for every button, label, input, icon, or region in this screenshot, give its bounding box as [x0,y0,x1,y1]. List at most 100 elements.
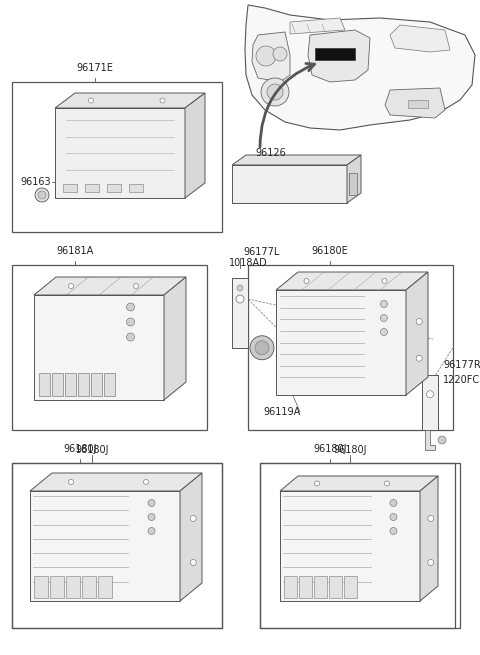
Polygon shape [252,32,290,82]
Polygon shape [280,476,438,491]
Polygon shape [245,5,475,130]
Circle shape [267,84,283,100]
Bar [349,173,357,195]
Bar [98,576,111,598]
Bar [344,576,357,598]
Circle shape [160,98,165,103]
Circle shape [380,314,387,322]
Bar [52,373,63,396]
Bar [299,576,312,598]
Circle shape [384,481,389,486]
Circle shape [428,515,434,521]
Bar [284,576,297,598]
Circle shape [88,98,94,103]
Polygon shape [385,88,445,118]
Circle shape [380,329,387,335]
Polygon shape [308,30,370,82]
Circle shape [438,436,446,444]
Circle shape [127,303,134,311]
Polygon shape [276,272,428,290]
Bar [107,184,121,192]
Bar [115,300,160,395]
Circle shape [133,284,139,288]
Text: 96177L: 96177L [243,247,279,257]
Circle shape [250,336,274,360]
Bar [315,48,355,60]
Bar [129,184,143,192]
Bar [128,495,177,597]
Bar [50,576,63,598]
Bar [248,265,453,430]
Bar [34,295,164,400]
Bar [408,100,428,108]
Circle shape [256,46,276,66]
Circle shape [148,500,155,506]
Circle shape [416,355,422,362]
Circle shape [144,479,148,485]
Text: 96180J: 96180J [333,445,367,455]
Circle shape [69,479,73,485]
Bar [63,184,77,192]
Text: 96180E: 96180E [312,246,348,256]
Text: 96180J: 96180J [75,445,109,455]
Bar [66,576,80,598]
Polygon shape [232,155,361,165]
Circle shape [190,515,196,521]
Bar [82,576,96,598]
Text: 1220FC: 1220FC [443,375,480,385]
Circle shape [390,527,397,534]
Circle shape [273,47,287,61]
Bar [39,373,50,396]
Bar [91,373,102,396]
Text: 96177R: 96177R [443,360,480,370]
Polygon shape [164,277,186,400]
Bar [329,576,342,598]
Text: 96180J: 96180J [63,444,97,454]
Circle shape [148,527,155,534]
Bar [314,576,327,598]
Text: 96163: 96163 [20,177,50,187]
Circle shape [314,481,320,486]
Circle shape [382,278,387,284]
Circle shape [236,295,244,303]
Bar [85,184,99,192]
Text: 96181A: 96181A [56,246,94,256]
Bar [12,463,222,628]
Text: CD: CD [398,565,406,571]
Text: CD: CD [157,565,164,571]
Bar [78,373,89,396]
Bar [371,495,417,597]
Circle shape [304,278,309,284]
Circle shape [127,318,134,326]
Bar [12,82,222,232]
Bar [40,303,111,343]
Text: 96180J: 96180J [313,444,347,454]
Polygon shape [425,430,435,450]
Circle shape [390,500,397,506]
Circle shape [427,391,433,398]
Bar [364,294,403,391]
Bar [232,165,347,203]
Polygon shape [34,277,186,295]
Text: 96126: 96126 [255,148,286,158]
Bar [104,373,115,396]
Circle shape [148,514,155,521]
Text: 96119A: 96119A [263,407,300,417]
Polygon shape [290,18,345,34]
Bar [55,108,185,198]
Text: CD: CD [140,335,148,339]
Polygon shape [180,473,202,601]
Bar [232,278,248,348]
Circle shape [261,78,289,106]
Polygon shape [30,473,202,491]
Circle shape [390,514,397,521]
Polygon shape [390,25,450,52]
Circle shape [127,333,134,341]
Circle shape [69,284,73,288]
Bar [30,491,180,601]
Bar [12,265,207,430]
Circle shape [35,188,49,202]
Bar [260,463,455,628]
Polygon shape [347,155,361,203]
Bar [280,491,420,601]
